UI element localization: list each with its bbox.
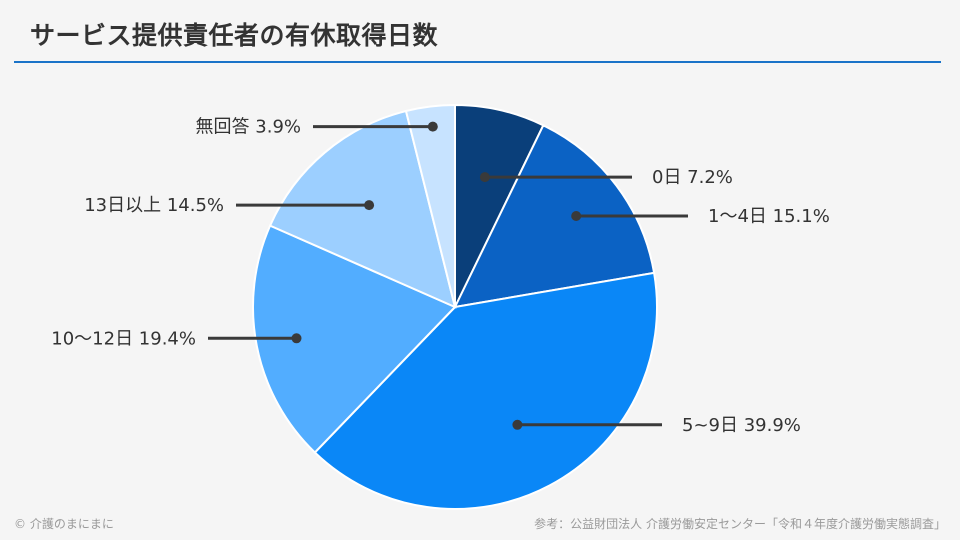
slice-label-6: 無回答 3.9% — [196, 117, 301, 138]
pie-labels: 0日 7.2% 1〜4日 15.1% 5~9日 39.9% 10〜12日 19.4% 1… — [51, 117, 830, 436]
pie-slice-3 — [313, 271, 658, 510]
copyright-text: © 介護のまにまに — [14, 517, 114, 531]
pie-leader-lines — [208, 121, 688, 430]
leader-dot-3 — [512, 419, 523, 430]
slice-label-5: 13日以上 14.5% — [84, 195, 224, 216]
leader-dot-2 — [571, 211, 582, 221]
pie-slice-2 — [453, 123, 656, 309]
slice-label-1: 0日 7.2% — [652, 167, 733, 188]
title-divider — [14, 61, 941, 63]
leader-dot-4 — [291, 333, 302, 344]
leader-dot-1 — [479, 172, 490, 183]
pie-slices — [252, 103, 658, 510]
leader-dot-5 — [364, 200, 375, 211]
page-title: サービス提供責任者の有休取得日数 — [30, 21, 439, 50]
leader-dot-6 — [427, 121, 438, 132]
pie-slice-6 — [404, 103, 456, 308]
slice-label-4: 10〜12日 19.4% — [51, 328, 196, 349]
pie-slice-5 — [268, 109, 457, 309]
slice-label-2: 1〜4日 15.1% — [708, 206, 830, 227]
source-citation: 参考：公益財団法人 介護労働安定センター「令和４年度介護労働実態調査」 — [534, 517, 946, 531]
pie-slice-4 — [252, 224, 457, 454]
slice-label-3: 5~9日 39.9% — [682, 415, 801, 436]
